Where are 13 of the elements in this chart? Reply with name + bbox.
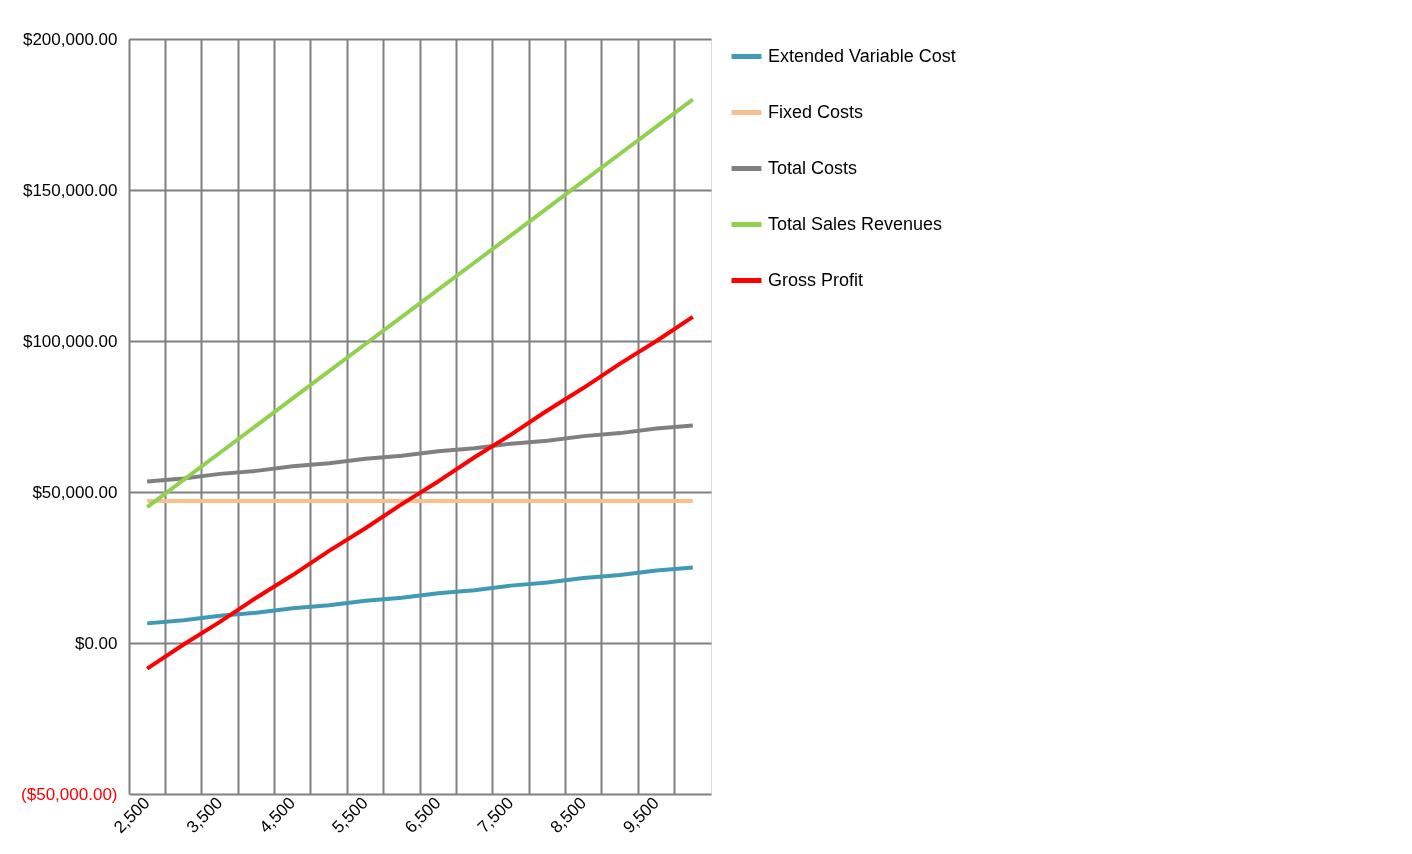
legend-label: Fixed Costs — [768, 101, 864, 122]
legend-label: Extended Variable Cost — [768, 45, 956, 66]
y-tick-label: $100,000.00 — [22, 331, 118, 351]
legend-label: Total Sales Revenues — [768, 213, 943, 234]
legend-label: Gross Profit — [768, 269, 864, 290]
line-series — [145, 97, 695, 510]
y-tick-label: $200,000.00 — [22, 29, 118, 49]
line-series — [145, 565, 695, 626]
line-series — [145, 314, 695, 671]
legend-label: Total Costs — [768, 157, 858, 178]
y-tick-label: $0.00 — [74, 633, 118, 653]
y-tick-label: $150,000.00 — [22, 180, 118, 200]
y-tick-label: $50,000.00 — [32, 482, 118, 502]
